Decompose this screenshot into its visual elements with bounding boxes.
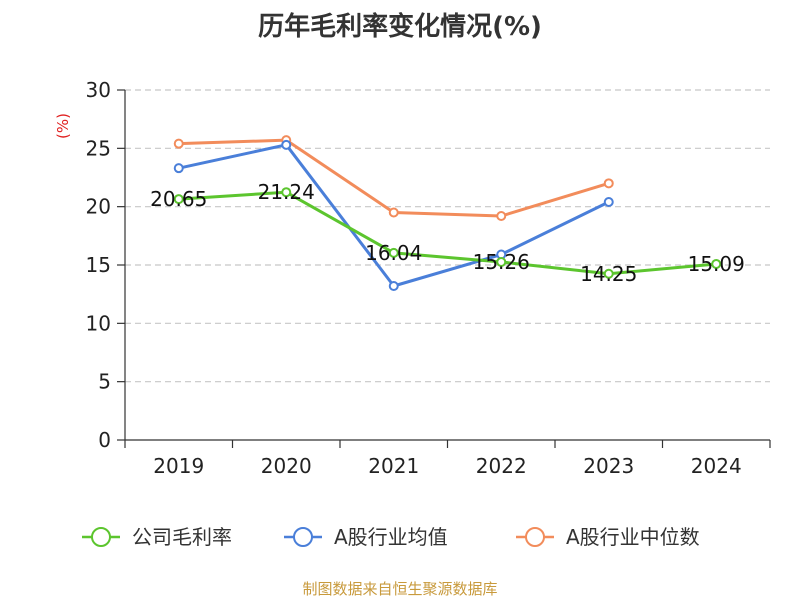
data-label: 16.04	[365, 241, 422, 265]
y-tick-label: 20	[86, 195, 111, 219]
data-point	[173, 194, 184, 205]
x-tick-label: 2019	[153, 454, 204, 478]
data-point	[496, 256, 507, 267]
y-tick-label: 15	[86, 253, 111, 277]
series-line	[178, 190, 717, 276]
grid-lines	[125, 89, 770, 383]
chart-title: 历年毛利率变化情况(%)	[258, 12, 542, 42]
data-label: 21.24	[258, 180, 315, 204]
legend-label: A股行业中位数	[566, 525, 700, 549]
axes: 0 5 10 15 20 25 30 2019 2020 2021 2022 2023 2024 (%)	[54, 78, 771, 478]
series-lines	[173, 135, 722, 291]
x-tick-label: 2024	[691, 454, 742, 478]
series-0	[173, 187, 722, 279]
data-label: 15.26	[473, 250, 530, 274]
legend-marker-icon	[293, 527, 313, 547]
y-tick-label: 5	[98, 370, 111, 394]
data-labels: 20.65 21.24 16.04 15.26 14.25 15.09	[150, 180, 745, 286]
legend-marker-icon	[91, 527, 111, 547]
x-tick-label: 2022	[476, 454, 527, 478]
data-point	[711, 258, 722, 269]
y-tick-label: 30	[86, 78, 111, 102]
legend-marker-icon	[525, 527, 545, 547]
series-line	[178, 138, 610, 218]
series-1	[173, 139, 614, 291]
y-tick-label: 0	[98, 428, 111, 452]
x-tick-label: 2023	[583, 454, 634, 478]
legend: 公司毛利率 A股行业均值 A股行业中位数	[82, 525, 700, 549]
x-tick-label: 2020	[261, 454, 312, 478]
data-point	[388, 247, 399, 258]
y-tick-label: 10	[86, 311, 111, 335]
legend-label: 公司毛利率	[132, 525, 232, 549]
y-unit-label: (%)	[54, 113, 72, 139]
data-label: 20.65	[150, 187, 207, 211]
data-label: 15.09	[688, 252, 745, 276]
x-tick-label: 2021	[368, 454, 419, 478]
legend-item[interactable]: A股行业均值	[284, 525, 448, 549]
legend-item[interactable]: A股行业中位数	[516, 525, 700, 549]
data-point	[281, 187, 292, 198]
data-point	[173, 163, 184, 174]
data-point	[388, 281, 399, 291]
legend-label: A股行业均值	[334, 525, 448, 549]
data-point	[603, 197, 614, 207]
data-point	[496, 211, 507, 221]
data-label: 14.25	[580, 262, 637, 286]
y-tick-label: 25	[86, 136, 111, 160]
legend-item[interactable]: 公司毛利率	[82, 525, 232, 549]
data-point	[173, 138, 184, 149]
data-point	[388, 207, 399, 218]
data-point	[603, 178, 614, 189]
source-note: 制图数据来自恒生聚源数据库	[302, 580, 498, 598]
data-point	[281, 139, 292, 150]
data-point	[603, 268, 614, 279]
